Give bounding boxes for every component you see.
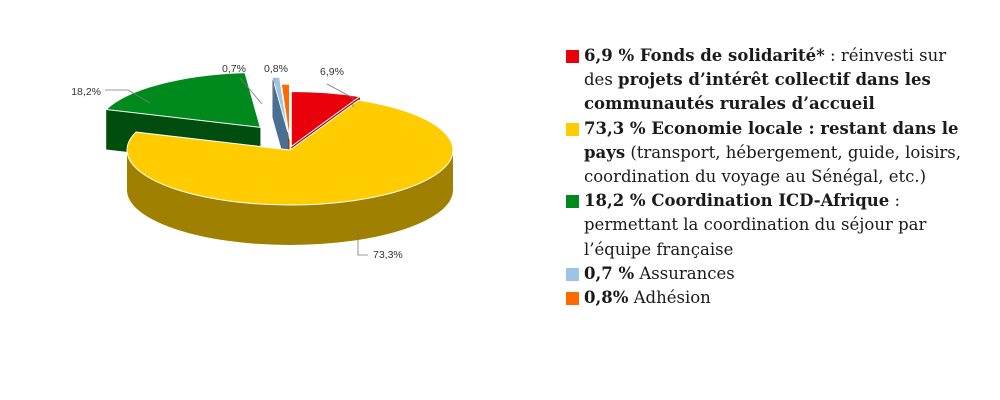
legend-text: 73,3 % Economie locale : restant dans le…: [584, 118, 959, 162]
leader-line-economie: [357, 230, 368, 256]
pie-slice-coordination: [105, 72, 262, 128]
chart-legend: 6,9 % Fonds de solidarité* : réinvesti s…: [566, 44, 966, 310]
data-label-solidarite: 6,9%: [320, 66, 344, 78]
pie-slice-solidarite: [290, 90, 362, 148]
legend-text: Assurances: [634, 263, 735, 283]
legend-text: 18,2 % Coordination ICD-Afrique: [584, 191, 890, 211]
pie-slice-wall-assurances: [272, 77, 288, 173]
pie-slice-assurances: [271, 76, 289, 133]
data-label-coordination: 18,2%: [71, 86, 101, 98]
leader-line-solidarite: [326, 83, 354, 107]
pie-chart: 6,9% 73,3% 18,2% 0,7% 0,8%: [71, 63, 454, 261]
legend-swatch: [566, 292, 579, 306]
legend-swatch: [566, 267, 579, 281]
data-label-economie: 73,3%: [373, 249, 403, 261]
legend-text: : réinvesti sur des: [584, 46, 947, 90]
legend-text: 6,9 % Fonds de solidarité*: [584, 46, 825, 65]
legend-item-adhesion: 0,8% Adhésion: [566, 286, 966, 310]
legend-item-assurances: 0,7 % Assurances: [566, 262, 966, 286]
data-label-assurances: 0,7%: [222, 63, 246, 75]
legend-text: : permettant la coordination du séjour p…: [584, 191, 927, 259]
legend-text: projets d’intérêt collectif dans les com…: [584, 70, 931, 114]
legend-swatch: [566, 195, 579, 209]
leader-line-coordination: [105, 89, 151, 104]
legend-item-solidarite: 6,9 % Fonds de solidarité* : réinvesti s…: [566, 44, 966, 117]
leader-line-assurances: [239, 77, 263, 105]
pie-slice-adhesion: [280, 83, 291, 140]
legend-text: Adhésion: [628, 288, 711, 308]
data-label-adhesion: 0,8%: [264, 63, 288, 75]
legend-item-coordination: 18,2 % Coordination ICD-Afrique : permet…: [566, 189, 966, 262]
pie-slice-side-economie: [127, 150, 453, 245]
legend-text: 0,8%: [584, 288, 629, 308]
leader-line-adhesion: [272, 77, 275, 101]
legend-text: (transport, hébergement, guide, loisirs,…: [584, 142, 961, 187]
legend-item-economie: 73,3 % Economie locale : restant dans le…: [566, 117, 966, 190]
pie-slice-economie: [126, 99, 454, 206]
legend-swatch: [566, 50, 579, 63]
legend-swatch: [566, 122, 579, 136]
legend-text: 0,7 %: [584, 263, 635, 283]
